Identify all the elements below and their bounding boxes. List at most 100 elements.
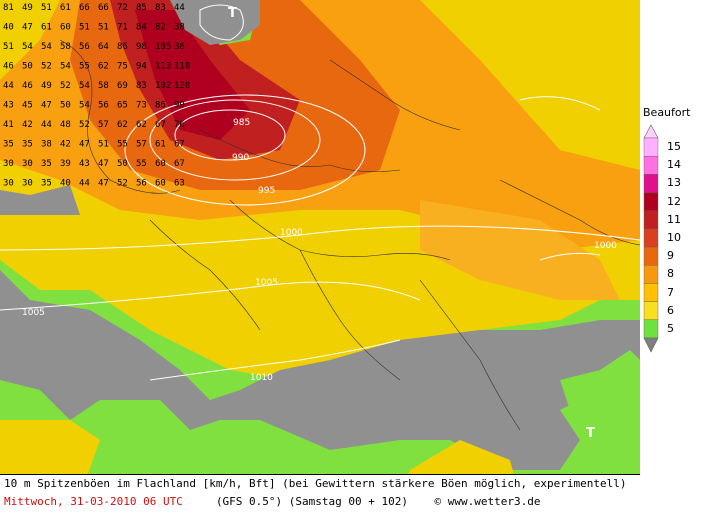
gust-value: 52 bbox=[79, 120, 90, 130]
storm-core-inner bbox=[135, 10, 250, 140]
legend-label-6: 6 bbox=[667, 303, 674, 317]
gust-value: 50 bbox=[60, 101, 71, 111]
isobar-985 bbox=[174, 109, 286, 161]
legend-color-11 bbox=[643, 210, 659, 230]
gust-value: 51 bbox=[98, 23, 109, 33]
gust-value: 61 bbox=[60, 3, 71, 13]
gust-value: 52 bbox=[117, 179, 128, 189]
gust-value: 82 bbox=[155, 23, 166, 33]
legend-color-15 bbox=[643, 137, 659, 157]
gust-value: 30 bbox=[3, 179, 14, 189]
gust-value: 81 bbox=[3, 3, 14, 13]
gust-value: 42 bbox=[22, 120, 33, 130]
isobar-label: 985 bbox=[233, 118, 250, 128]
gust-value: 99 bbox=[174, 101, 185, 111]
isobar-label: 1000 bbox=[594, 241, 617, 251]
grey-area-west-1 bbox=[0, 185, 80, 215]
legend-color-6 bbox=[643, 301, 659, 321]
legend-label-10: 10 bbox=[667, 231, 681, 244]
gust-value: 62 bbox=[136, 120, 147, 130]
gust-value: 35 bbox=[22, 140, 33, 150]
gust-value: 44 bbox=[41, 120, 52, 130]
gust-value: 35 bbox=[3, 140, 14, 150]
legend-label-15: 15 bbox=[667, 140, 681, 154]
gust-value: 58 bbox=[60, 42, 71, 52]
gust-value: 40 bbox=[60, 179, 71, 189]
gust-value: 61 bbox=[155, 140, 166, 150]
gust-value: 30 bbox=[22, 179, 33, 189]
caption-second-line: Mittwoch, 31-03-2010 06 UTC (GFS 0.5°) (… bbox=[4, 495, 540, 508]
gust-value: 67 bbox=[155, 120, 166, 130]
gust-value: 110 bbox=[174, 62, 190, 72]
gust-value: 62 bbox=[98, 62, 109, 72]
gust-value: 58 bbox=[98, 81, 109, 91]
legend-label-14: 14 bbox=[667, 158, 681, 172]
gust-value: 60 bbox=[155, 159, 166, 169]
legend-label-8: 8 bbox=[667, 267, 674, 281]
gust-value: 43 bbox=[3, 101, 14, 111]
gust-value: 63 bbox=[174, 179, 185, 189]
isobar-995 bbox=[124, 94, 366, 206]
gust-value: 83 bbox=[136, 81, 147, 91]
gust-value: 49 bbox=[41, 81, 52, 91]
gust-value: 52 bbox=[60, 81, 71, 91]
legend-label-5: 5 bbox=[667, 321, 674, 335]
gust-value: 49 bbox=[22, 3, 33, 13]
gust-value: 44 bbox=[174, 3, 185, 13]
gust-value: 60 bbox=[60, 23, 71, 33]
gust-value: 71 bbox=[117, 23, 128, 33]
gust-value: 50 bbox=[22, 62, 33, 72]
high-pressure-marker-north: T bbox=[228, 6, 237, 21]
gust-value: 72 bbox=[117, 3, 128, 13]
beaufort-legend: Beaufort 15 14 13 12 11 10 9 8 7 6 5 bbox=[640, 0, 704, 513]
gust-value: 54 bbox=[79, 101, 90, 111]
gust-value: 44 bbox=[79, 179, 90, 189]
gust-value: 102 bbox=[155, 81, 171, 91]
isobar-1010 bbox=[149, 339, 401, 381]
gust-value: 54 bbox=[41, 42, 52, 52]
gust-value: 51 bbox=[41, 3, 52, 13]
gust-value: 120 bbox=[174, 81, 190, 91]
caption-model: (GFS 0.5°) (Samstag 00 + 102) bbox=[215, 495, 408, 508]
gust-value: 38 bbox=[174, 23, 185, 33]
gust-value: 98 bbox=[136, 42, 147, 52]
gust-value: 86 bbox=[155, 101, 166, 111]
gust-value: 69 bbox=[117, 81, 128, 91]
map-caption: 10 m Spitzenböen im Flachland [km/h, Bft… bbox=[0, 474, 640, 514]
isobars bbox=[0, 4, 640, 381]
gust-value: 51 bbox=[79, 23, 90, 33]
gust-value: 47 bbox=[98, 159, 109, 169]
gust-value: 35 bbox=[41, 159, 52, 169]
legend-bars bbox=[643, 137, 659, 339]
gust-value: 73 bbox=[136, 101, 147, 111]
isobar-label: 1005 bbox=[255, 278, 278, 288]
gust-value: 43 bbox=[79, 159, 90, 169]
gust-value: 67 bbox=[174, 140, 185, 150]
legend-color-13 bbox=[643, 174, 659, 193]
legend-color-9 bbox=[643, 246, 659, 266]
grey-area-north bbox=[170, 0, 260, 45]
legend-label-11: 11 bbox=[667, 212, 681, 226]
gust-value: 51 bbox=[3, 42, 14, 52]
legend-color-7 bbox=[643, 283, 659, 302]
gust-value: 40 bbox=[3, 23, 14, 33]
isobar-high-north bbox=[199, 4, 244, 41]
legend-title: Beaufort bbox=[643, 106, 691, 119]
gust-value: 60 bbox=[155, 179, 166, 189]
gust-value: 105 bbox=[155, 42, 171, 52]
caption-description: 10 m Spitzenböen im Flachland [km/h, Bft… bbox=[4, 477, 627, 490]
green-area-southeast bbox=[560, 350, 640, 440]
gust-value-grid: 81 49 51 61 66 66 72 85 83 44 40 47 61 60 51 51 71 84 82 38… bbox=[3, 3, 190, 189]
legend-label-9: 9 bbox=[667, 249, 674, 263]
gust-value: 30 bbox=[3, 159, 14, 169]
gust-value: 42 bbox=[60, 140, 71, 150]
isobar-label: 995 bbox=[258, 186, 275, 196]
gust-value: 54 bbox=[79, 81, 90, 91]
gust-value: 64 bbox=[98, 42, 109, 52]
gust-value: 76 bbox=[174, 120, 185, 130]
gust-value: 56 bbox=[136, 179, 147, 189]
legend-label-13: 13 bbox=[667, 176, 681, 190]
gust-value: 83 bbox=[155, 3, 166, 13]
isobar-990 bbox=[149, 99, 321, 181]
gust-value: 38 bbox=[174, 42, 185, 52]
